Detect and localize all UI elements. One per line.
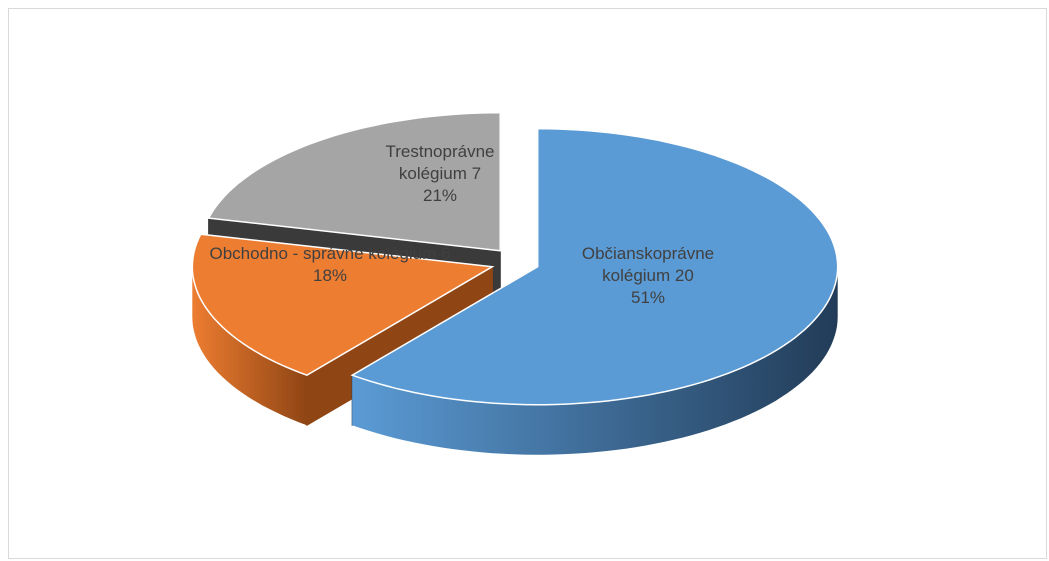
slice [191, 233, 495, 377]
label-value: 20 [674, 266, 694, 285]
label-value: 6 [441, 244, 451, 263]
slice-side [352, 266, 838, 455]
data-label: Občianskoprávne kolégium 20 51% [563, 243, 733, 309]
chart-frame [8, 8, 1047, 559]
slice [350, 127, 839, 406]
label-percent: 18% [312, 266, 348, 285]
slice-side [192, 266, 307, 426]
label-category: Občianskoprávne kolégium [581, 244, 715, 285]
label-category: Obchodno - správne kolégium [209, 244, 437, 263]
data-label: Obchodno - správne kolégium 6 18% [160, 243, 500, 287]
label-value: 7 [471, 164, 482, 183]
label-percent: 51% [630, 288, 666, 307]
data-label: Trestnoprávne kolégium 7 21% [360, 141, 520, 207]
slice [207, 111, 501, 252]
label-category: Trestnoprávne kolégium [385, 142, 495, 183]
label-percent: 21% [422, 186, 458, 205]
